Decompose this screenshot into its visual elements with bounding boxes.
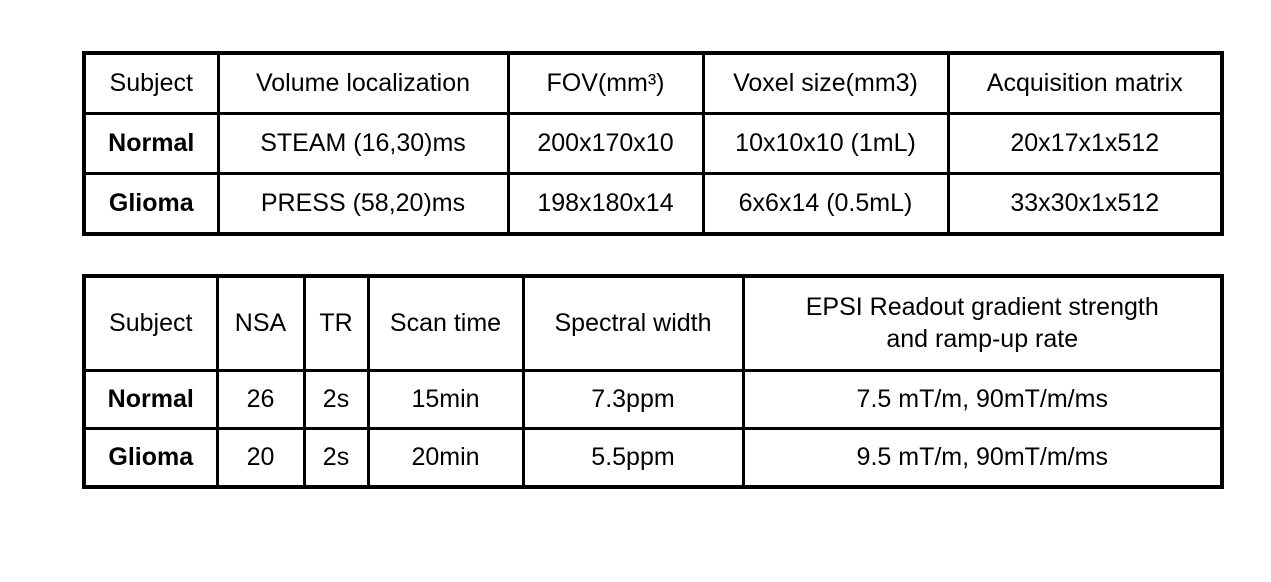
- table2-row-normal: Normal 26 2s 15min 7.3ppm 7.5 mT/m, 90mT…: [82, 369, 1224, 430]
- cell-acquisition-matrix-normal: 20x17x1x512: [946, 112, 1224, 175]
- cell-spectral-width-glioma: 5.5ppm: [521, 427, 745, 489]
- table1-header-row: Subject Volume localization FOV(mm³) Vox…: [82, 51, 1224, 115]
- cell-nsa-normal: 26: [215, 369, 306, 430]
- cell-voxel-size-normal: 10x10x10 (1mL): [701, 112, 950, 175]
- header-cell-spectral-width: Spectral width: [521, 274, 745, 372]
- cell-volume-localization-glioma: PRESS (58,20)ms: [216, 172, 510, 236]
- cell-volume-localization-normal: STEAM (16,30)ms: [216, 112, 510, 175]
- header-cell-tr: TR: [302, 274, 370, 372]
- table2-header-row: Subject NSA TR Scan time Spectral width …: [82, 274, 1224, 372]
- cell-tr-normal: 2s: [302, 369, 370, 430]
- header-cell-epsi-readout: EPSI Readout gradient strength and ramp-…: [741, 274, 1224, 372]
- row-label-glioma: Glioma: [82, 427, 219, 489]
- cell-scan-time-glioma: 20min: [366, 427, 525, 489]
- header-cell-subject: Subject: [82, 274, 219, 372]
- cell-fov-glioma: 198x180x14: [506, 172, 705, 236]
- cell-spectral-width-normal: 7.3ppm: [521, 369, 745, 430]
- scan-parameters-table: Subject NSA TR Scan time Spectral width …: [82, 274, 1224, 489]
- cell-voxel-size-glioma: 6x6x14 (0.5mL): [701, 172, 950, 236]
- header-cell-volume-localization: Volume localization: [216, 51, 510, 115]
- volume-localization-table: Subject Volume localization FOV(mm³) Vox…: [82, 51, 1224, 236]
- row-label-glioma: Glioma: [82, 172, 220, 236]
- header-cell-subject: Subject: [82, 51, 220, 115]
- cell-acquisition-matrix-glioma: 33x30x1x512: [946, 172, 1224, 236]
- table2-row-glioma: Glioma 20 2s 20min 5.5ppm 9.5 mT/m, 90mT…: [82, 427, 1224, 489]
- table1-row-glioma: Glioma PRESS (58,20)ms 198x180x14 6x6x14…: [82, 172, 1224, 236]
- epsi-header-text: EPSI Readout gradient strength and ramp-…: [805, 293, 1159, 353]
- row-label-normal: Normal: [82, 112, 220, 175]
- cell-epsi-readout-glioma: 9.5 mT/m, 90mT/m/ms: [741, 427, 1224, 489]
- header-cell-nsa: NSA: [215, 274, 306, 372]
- header-cell-fov: FOV(mm³): [506, 51, 705, 115]
- header-cell-acquisition-matrix: Acquisition matrix: [946, 51, 1224, 115]
- cell-epsi-readout-normal: 7.5 mT/m, 90mT/m/ms: [741, 369, 1224, 430]
- cell-scan-time-normal: 15min: [366, 369, 525, 430]
- header-cell-voxel-size: Voxel size(mm3): [701, 51, 950, 115]
- cell-tr-glioma: 2s: [302, 427, 370, 489]
- header-cell-scan-time: Scan time: [366, 274, 525, 372]
- cell-fov-normal: 200x170x10: [506, 112, 705, 175]
- cell-nsa-glioma: 20: [215, 427, 306, 489]
- row-label-normal: Normal: [82, 369, 219, 430]
- table1-row-normal: Normal STEAM (16,30)ms 200x170x10 10x10x…: [82, 112, 1224, 175]
